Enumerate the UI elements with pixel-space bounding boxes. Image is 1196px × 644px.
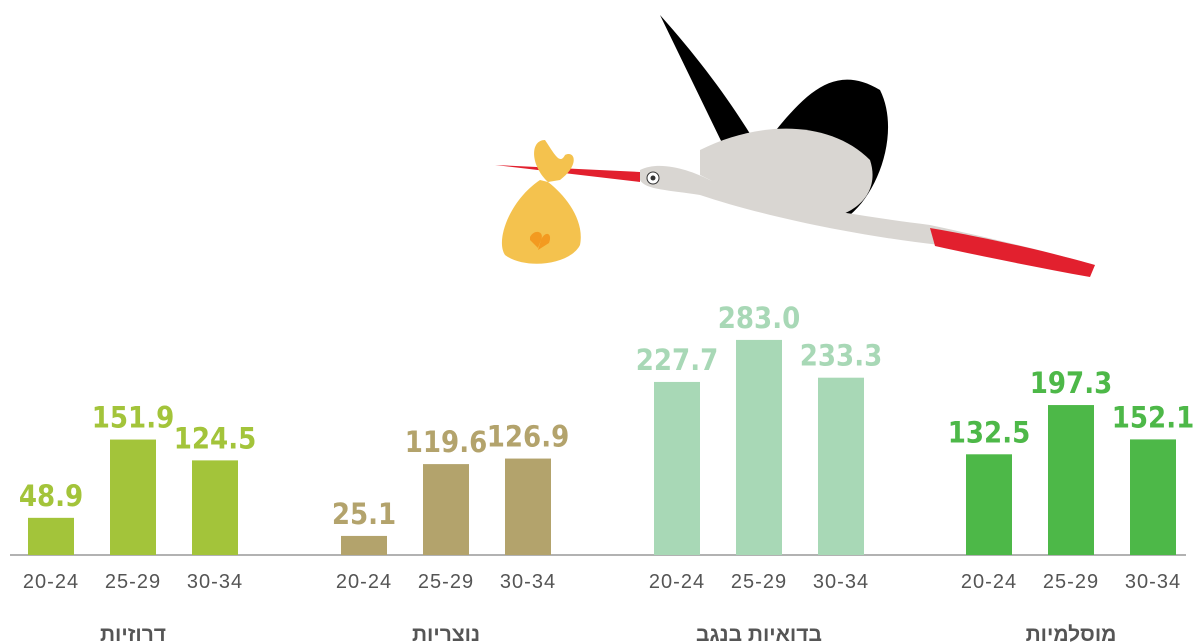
value-label: 124.5	[174, 421, 257, 455]
bar	[654, 381, 700, 555]
value-label: 283.0	[718, 301, 801, 335]
bar	[505, 458, 551, 555]
bar	[1048, 405, 1094, 555]
bar	[28, 517, 74, 555]
value-label: 119.6	[405, 425, 488, 459]
group-label: בדואיות בנגב	[696, 623, 822, 644]
x-tick-label: 20-24	[336, 571, 392, 593]
group-label: מוסלמיות	[1026, 623, 1117, 644]
value-label: 197.3	[1030, 366, 1113, 400]
value-label: 152.1	[1112, 400, 1195, 434]
x-tick-label: 30-34	[813, 571, 869, 593]
bar	[818, 377, 864, 555]
bar	[192, 460, 238, 555]
bar	[736, 339, 782, 555]
group-label: נוצריות	[412, 623, 480, 644]
x-tick-label: 25-29	[418, 571, 474, 593]
stork-illustration	[495, 15, 1095, 277]
x-tick-label: 30-34	[1125, 571, 1181, 593]
x-tick-label: 25-29	[1043, 571, 1099, 593]
group-label: דרוזיות	[100, 623, 166, 644]
x-tick-label: 25-29	[105, 571, 161, 593]
bar	[341, 535, 387, 555]
value-label: 227.7	[636, 343, 719, 377]
x-tick-label: 20-24	[23, 571, 79, 593]
value-label: 151.9	[92, 401, 175, 435]
x-tick-label: 20-24	[649, 571, 705, 593]
bar	[110, 439, 156, 555]
value-label: 48.9	[19, 479, 83, 513]
bar	[966, 454, 1012, 555]
x-tick-label: 25-29	[731, 571, 787, 593]
value-label: 132.5	[948, 415, 1031, 449]
value-label: 25.1	[332, 497, 396, 531]
bar	[1130, 439, 1176, 555]
x-tick-label: 20-24	[961, 571, 1017, 593]
value-label: 233.3	[800, 339, 883, 373]
value-label: 126.9	[487, 420, 570, 454]
bar	[423, 464, 469, 555]
x-tick-label: 30-34	[187, 571, 243, 593]
x-tick-label: 30-34	[500, 571, 556, 593]
